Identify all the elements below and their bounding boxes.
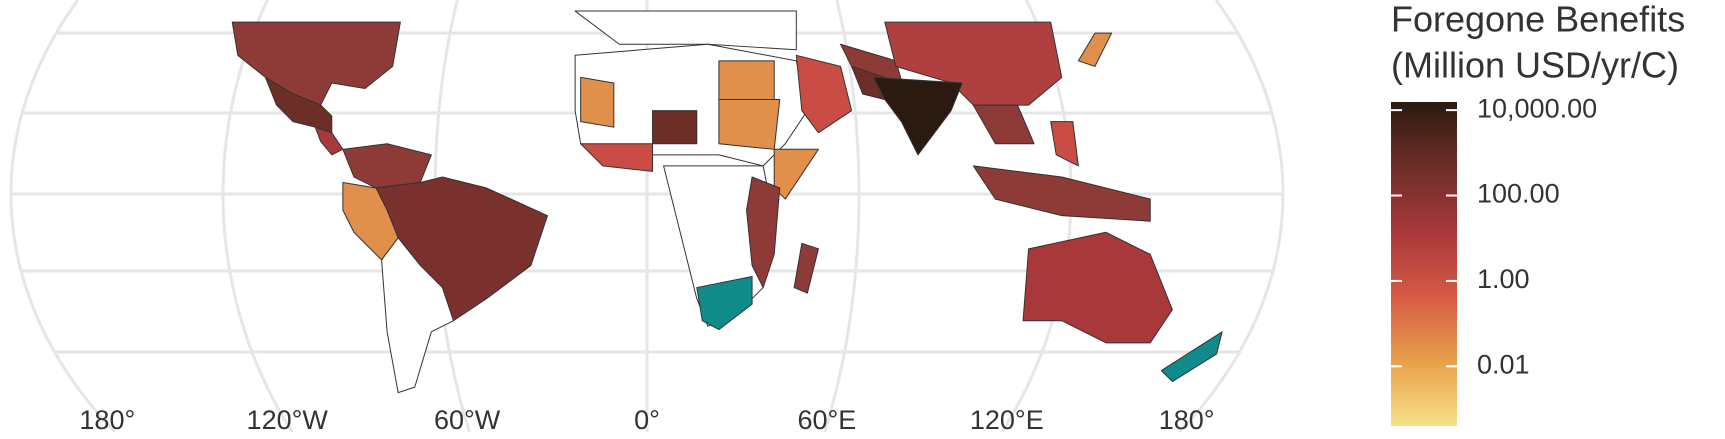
longitude-label: 60°E bbox=[797, 405, 856, 435]
meridian bbox=[221, 0, 294, 433]
countries bbox=[231, 10, 1223, 394]
longitude-label: 180° bbox=[1159, 405, 1215, 435]
longitude-label: 180° bbox=[79, 405, 135, 435]
legend-tick-label: 1.00 bbox=[1477, 264, 1530, 294]
legend-tick-label: 0.01 bbox=[1477, 349, 1530, 379]
longitude-labels: 180° 120°W 60°W 0° 60°E 120°E 180° bbox=[79, 405, 1214, 435]
legend-tick-label: 10,000.00 bbox=[1477, 93, 1597, 123]
colorbar bbox=[1391, 102, 1457, 426]
longitude-label: 120°W bbox=[247, 405, 329, 435]
legend-title: Foregone Benefits bbox=[1391, 0, 1685, 40]
meridian bbox=[9, 0, 116, 434]
longitude-label: 0° bbox=[634, 405, 660, 435]
longitude-label: 120°E bbox=[970, 405, 1044, 435]
legend-title: (Million USD/yr/C) bbox=[1391, 45, 1679, 86]
longitude-label: 60°W bbox=[434, 405, 501, 435]
meridian bbox=[1178, 0, 1285, 434]
legend: Foregone Benefits (Million USD/yr/C) 0.01 1… bbox=[1391, 0, 1685, 426]
legend-tick-label: 100.00 bbox=[1477, 179, 1560, 209]
meridian bbox=[822, 0, 861, 433]
